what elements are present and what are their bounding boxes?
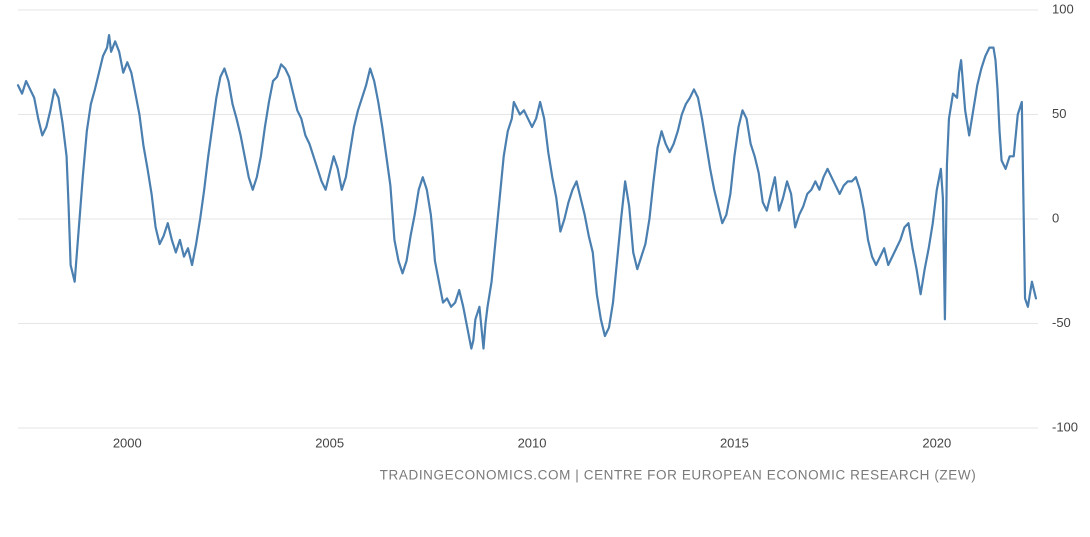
x-tick-label: 2005 bbox=[315, 436, 344, 451]
chart-container: -100 -50 0 50 100 2000 2005 2010 2015 2020 TRADING… bbox=[0, 0, 1090, 537]
y-tick-label: 0 bbox=[1052, 210, 1059, 225]
series-zew-indicator bbox=[18, 35, 1036, 349]
y-tick-label: 100 bbox=[1052, 1, 1074, 16]
y-tick-label: -50 bbox=[1052, 315, 1071, 330]
source-label: TRADINGECONOMICS.COM | CENTRE FOR EUROPE… bbox=[380, 468, 977, 483]
line-chart: -100 -50 0 50 100 2000 2005 2010 2015 2020 TRADING… bbox=[0, 0, 1090, 537]
x-tick-label: 2020 bbox=[922, 436, 951, 451]
x-tick-label: 2015 bbox=[720, 436, 749, 451]
y-tick-label: 50 bbox=[1052, 106, 1066, 121]
y-tick-label: -100 bbox=[1052, 419, 1078, 434]
x-tick-label: 2010 bbox=[518, 436, 547, 451]
x-tick-label: 2000 bbox=[113, 436, 142, 451]
